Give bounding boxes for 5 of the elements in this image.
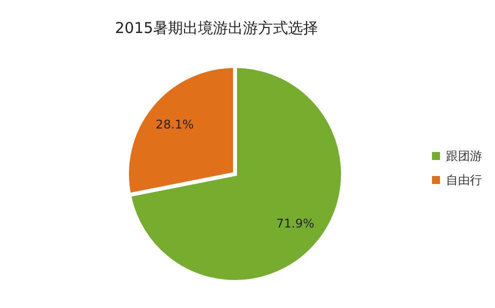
data-label: 28.1% bbox=[156, 117, 194, 132]
chart-title: 2015暑期出境游出游方式选择 bbox=[115, 19, 318, 37]
legend-label: 跟团游 bbox=[446, 149, 482, 163]
legend-label: 自由行 bbox=[446, 173, 482, 187]
data-label: 71.9% bbox=[276, 216, 314, 231]
